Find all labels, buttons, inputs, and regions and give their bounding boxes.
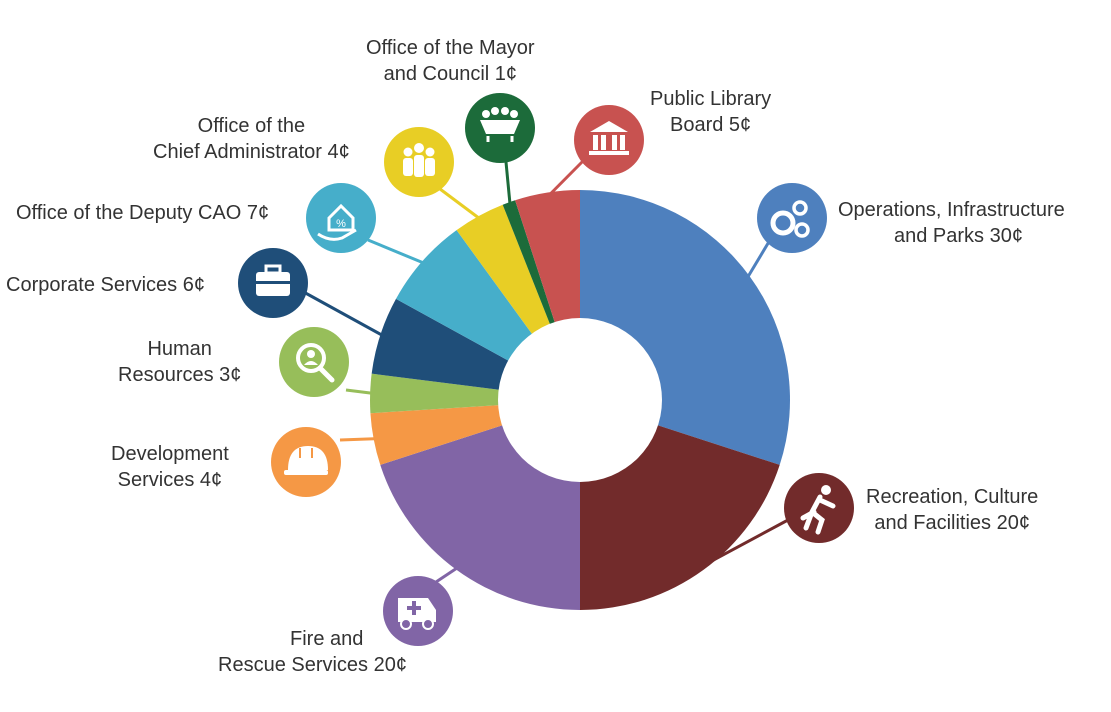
person-search-icon: [279, 327, 349, 397]
label-mayor: Office of the Mayor and Council 1¢: [366, 35, 535, 87]
label-deputy-cao-line1: Office of the Deputy CAO 7¢: [16, 202, 270, 224]
donut-hole: [498, 318, 662, 482]
label-recreation: Recreation, Culture and Facilities 20¢: [866, 484, 1038, 536]
house-percent-icon: %: [306, 183, 376, 253]
connector-development: [339, 437, 378, 442]
label-fire-line2: Rescue Services 20¢: [218, 654, 407, 676]
running-person-icon: [784, 473, 854, 543]
label-operations-line2: and Parks 30¢: [894, 225, 1023, 247]
label-recreation-line2: and Facilities 20¢: [874, 512, 1030, 534]
gears-icon: [757, 183, 827, 253]
label-cao-line2: Chief Administrator 4¢: [153, 141, 350, 163]
label-development-line2: Services 4¢: [117, 469, 223, 491]
label-corporate-line1: Corporate Services 6¢: [6, 274, 205, 296]
label-library-line1: Public Library: [650, 88, 772, 110]
label-fire: Fire and Rescue Services 20¢: [218, 626, 407, 678]
svg-text:%: %: [336, 218, 346, 230]
label-fire-line1: Fire and: [290, 628, 364, 650]
library-building-icon: [574, 105, 644, 175]
connector-cao: [435, 184, 482, 221]
label-operations: Operations, Infrastructure and Parks 30¢: [838, 197, 1065, 249]
label-hr-line1: Human: [147, 338, 212, 360]
label-hr-line2: Resources 3¢: [118, 364, 242, 386]
label-development-line1: Development: [111, 443, 229, 465]
connector-deputy_cao: [367, 238, 427, 266]
label-cao-line1: Office of the: [197, 115, 306, 137]
council-table-icon: [465, 93, 535, 163]
label-library: Public Library Board 5¢: [650, 86, 771, 138]
label-mayor-line2: and Council 1¢: [383, 63, 518, 85]
connector-operations: [745, 239, 772, 280]
connector-fire: [435, 565, 460, 584]
connector-hr: [345, 388, 375, 395]
connector-corporate: [299, 288, 385, 338]
connector-mayor: [504, 161, 512, 207]
briefcase-icon: [238, 248, 308, 318]
label-mayor-line1: Office of the Mayor: [366, 37, 535, 59]
label-cao: Office of the Chief Administrator 4¢: [153, 113, 350, 165]
people-group-icon: [384, 127, 454, 197]
slice-hr: [369, 373, 580, 414]
label-corporate: Corporate Services 6¢: [6, 272, 205, 298]
connector-library: [546, 158, 586, 198]
label-recreation-line1: Recreation, Culture: [866, 486, 1039, 508]
label-development: Development Services 4¢: [111, 441, 229, 493]
ambulance-icon: [383, 576, 453, 646]
label-operations-line1: Operations, Infrastructure: [838, 199, 1065, 221]
label-deputy-cao: Office of the Deputy CAO 7¢: [16, 200, 269, 226]
label-library-line2: Board 5¢: [670, 114, 752, 136]
label-hr: Human Resources 3¢: [118, 336, 241, 388]
hard-hat-icon: [271, 427, 341, 497]
